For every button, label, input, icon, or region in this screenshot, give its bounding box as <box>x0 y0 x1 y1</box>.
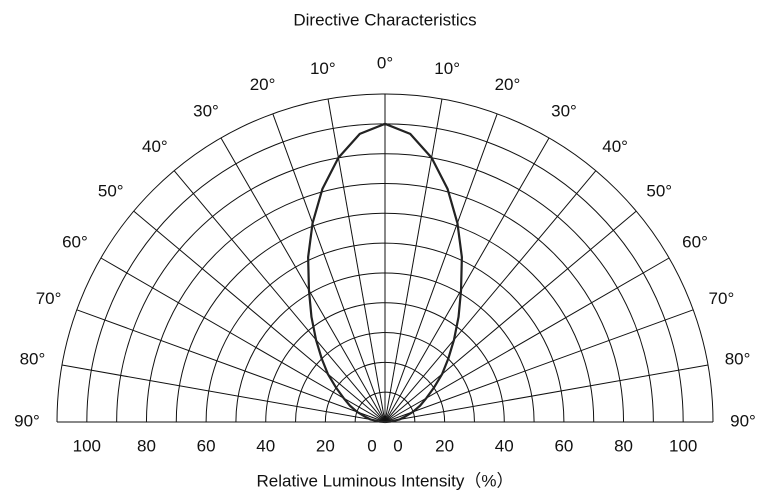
angle-tick-label: 40° <box>602 137 628 156</box>
radial-grid-line <box>133 210 386 423</box>
angle-tick-label: 60° <box>682 232 708 251</box>
radial-grid-line <box>220 137 386 423</box>
r-tick-label: 0 <box>367 436 376 455</box>
r-tick-label: 100 <box>669 436 697 455</box>
chart-title: Directive Characteristics <box>293 10 476 29</box>
angle-tick-label: 70° <box>36 289 62 308</box>
angle-tick-label: 0° <box>377 53 393 72</box>
angle-tick-label: 40° <box>142 137 168 156</box>
angle-tick-label: 80° <box>20 349 46 368</box>
radial-grid-line <box>384 170 597 423</box>
r-tick-label: 20 <box>316 436 335 455</box>
r-tick-label: 80 <box>614 436 633 455</box>
angle-tick-label: 90° <box>730 411 756 430</box>
radial-grid-line <box>76 309 386 423</box>
radial-grid-line <box>384 364 709 423</box>
radial-grid-line <box>384 257 670 423</box>
radial-grid-line <box>61 364 386 423</box>
r-tick-label: 60 <box>554 436 573 455</box>
angle-tick-label: 60° <box>62 232 88 251</box>
r-tick-label: 0 <box>393 436 402 455</box>
r-tick-label: 20 <box>435 436 454 455</box>
r-tick-label: 80 <box>137 436 156 455</box>
angle-tick-label: 70° <box>709 289 735 308</box>
radial-grid-line <box>384 210 637 423</box>
radial-grid-line <box>384 137 550 423</box>
angle-tick-label: 20° <box>495 75 521 94</box>
radial-grid-line <box>384 309 694 423</box>
angle-tick-label: 90° <box>14 411 40 430</box>
intensity-curve <box>307 122 463 424</box>
radial-grid-line <box>384 98 443 423</box>
angle-tick-label: 10° <box>310 59 336 78</box>
x-axis-label: Relative Luminous Intensity（%） <box>256 471 513 490</box>
radial-grid-line <box>173 170 386 423</box>
r-tick-label: 40 <box>256 436 275 455</box>
radial-grid-line <box>272 113 386 423</box>
r-tick-label: 60 <box>197 436 216 455</box>
angle-tick-label: 50° <box>98 181 124 200</box>
radial-grid-line <box>327 98 386 423</box>
angle-tick-label: 30° <box>193 101 219 120</box>
angle-tick-label: 20° <box>250 75 276 94</box>
radial-grid-line <box>100 257 386 423</box>
r-tick-label: 100 <box>73 436 101 455</box>
radial-grid-line <box>384 113 498 423</box>
r-tick-label: 40 <box>495 436 514 455</box>
angle-tick-label: 80° <box>725 349 751 368</box>
angle-tick-label: 50° <box>646 181 672 200</box>
angle-tick-label: 10° <box>434 59 460 78</box>
angle-tick-label: 30° <box>551 101 577 120</box>
